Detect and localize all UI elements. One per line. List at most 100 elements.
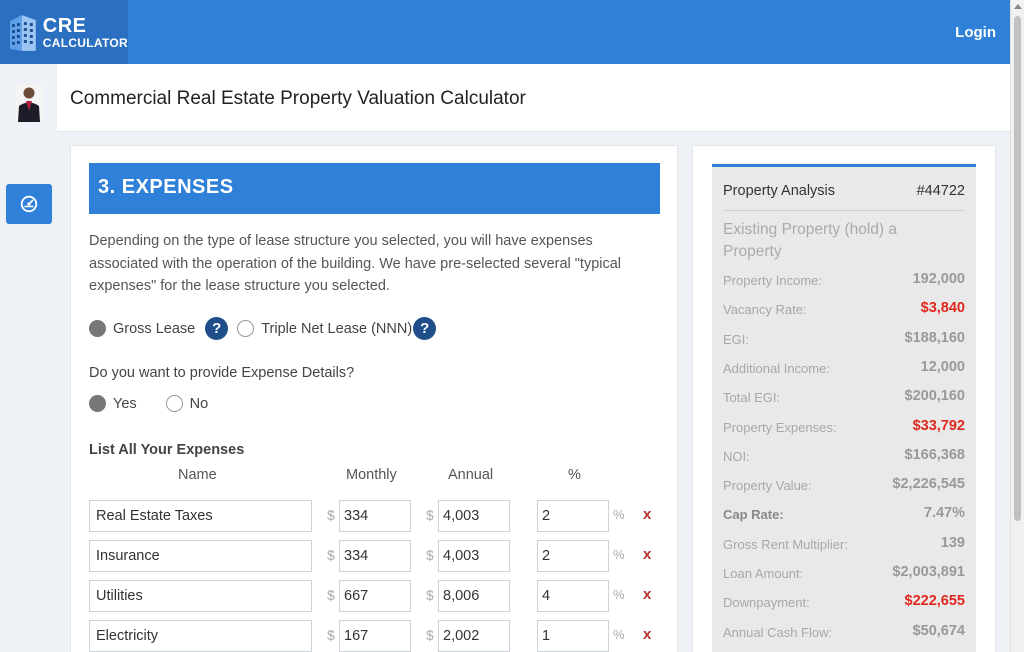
expense-name-input[interactable]: [89, 580, 312, 612]
lease-type-group: Gross Lease ? Triple Net Lease (NNN) ?: [89, 317, 437, 340]
top-navbar: CRE CALCULATOR Login: [0, 0, 1010, 64]
analysis-subtitle: Existing Property (hold) a Property: [723, 221, 898, 260]
dashboard-button[interactable]: [6, 184, 52, 224]
expense-row: $ $% x: [89, 540, 669, 572]
analysis-label: Annual Cash Flow:: [723, 624, 833, 640]
column-header-percent: %: [568, 467, 581, 483]
analysis-label: EGI:: [723, 331, 750, 347]
analysis-row: Annual Cash Flow: $50,674: [723, 623, 965, 643]
expense-annual-input[interactable]: [438, 540, 510, 572]
expense-monthly-input[interactable]: [339, 580, 411, 612]
expenses-card: 3. EXPENSES Depending on the type of lea…: [70, 145, 678, 652]
analysis-label: Vacancy Rate:: [723, 302, 807, 318]
analysis-row: NOI: $166,368: [723, 447, 965, 467]
expense-annual-input[interactable]: [438, 580, 510, 612]
analysis-label: Additional Income:: [723, 360, 830, 376]
section-title: 3. EXPENSES: [89, 163, 660, 214]
expense-row: $ $% x: [89, 580, 669, 612]
expense-percent-input[interactable]: [537, 580, 609, 612]
analysis-label: Property Expenses:: [723, 419, 837, 435]
building-icon: [9, 15, 36, 51]
gross-lease-help-icon[interactable]: ?: [205, 317, 229, 340]
details-yes-radio[interactable]: [89, 395, 106, 412]
expense-monthly-input[interactable]: [339, 620, 411, 652]
column-header-monthly: Monthly: [346, 467, 397, 483]
delete-expense-icon[interactable]: x: [643, 586, 652, 603]
analysis-row: Property Value: $2,226,545: [723, 476, 965, 496]
analysis-row: Additional Income: 12,000: [723, 359, 965, 379]
details-no-radio[interactable]: [165, 395, 183, 412]
column-header-annual: Annual: [448, 467, 494, 483]
brand-line-2: CALCULATOR: [42, 35, 128, 50]
currency-symbol: $: [426, 507, 434, 523]
avatar[interactable]: [15, 84, 43, 122]
analysis-value: $33,792: [912, 417, 965, 434]
expense-annual-input[interactable]: [438, 620, 510, 652]
analysis-value: 139: [940, 534, 965, 551]
analysis-value: $2,003,891: [892, 564, 965, 580]
percent-sign: %: [613, 627, 625, 642]
scroll-thumb[interactable]: [1014, 16, 1021, 521]
expense-percent-input[interactable]: [537, 540, 609, 572]
expenses-list-title: List All Your Expenses: [89, 442, 245, 458]
expense-name-input[interactable]: [89, 620, 312, 652]
expense-row: $ $% x: [89, 500, 669, 532]
analysis-row: Cap Rate: 7.47%: [723, 505, 965, 525]
brand-line-1: CRE: [42, 14, 87, 37]
analysis-value: $200,160: [904, 388, 965, 405]
analysis-label: Cap Rate:: [723, 507, 784, 523]
nnn-lease-help-icon[interactable]: ?: [413, 317, 437, 340]
analysis-row: Property Expenses: $33,792: [723, 418, 965, 438]
analysis-value: 7.47%: [923, 505, 965, 522]
expense-percent-input[interactable]: [537, 620, 609, 652]
delete-expense-icon[interactable]: x: [643, 546, 652, 563]
details-yes-label: Yes: [113, 395, 137, 412]
section-description: Depending on the type of lease structure…: [89, 233, 622, 294]
expense-row: $ $% x: [89, 620, 669, 652]
page-scrollbar[interactable]: [1010, 0, 1024, 652]
analysis-value: $188,160: [904, 329, 965, 346]
left-sidebar: [0, 64, 57, 652]
analysis-value: 12,000: [920, 358, 965, 375]
brand-logo[interactable]: CRE CALCULATOR: [0, 0, 128, 64]
analysis-value: $2,226,545: [892, 476, 965, 493]
delete-expense-icon[interactable]: x: [643, 626, 652, 643]
page-header: Commercial Real Estate Property Valuatio…: [57, 64, 1010, 132]
analysis-row: Vacancy Rate: $3,840: [723, 300, 965, 320]
expense-monthly-input[interactable]: [339, 500, 411, 532]
currency-symbol: $: [426, 627, 434, 643]
scroll-up-arrow-icon[interactable]: [1014, 4, 1022, 9]
login-link[interactable]: Login: [955, 24, 996, 41]
currency-symbol: $: [327, 627, 335, 643]
analysis-value: $3,840: [920, 300, 965, 317]
details-no-label: No: [189, 395, 209, 412]
analysis-value: $50,674: [912, 622, 965, 639]
expense-name-input[interactable]: [89, 500, 312, 532]
property-analysis-panel: Property Analysis #44722 Existing Proper…: [712, 164, 976, 652]
expense-name-input[interactable]: [89, 540, 312, 572]
nnn-lease-label: Triple Net Lease (NNN): [261, 320, 413, 337]
analysis-value: 192,000: [912, 271, 965, 287]
expense-details-question: Do you want to provide Expense Details?: [89, 365, 355, 381]
analysis-label: Property Income:: [723, 273, 822, 288]
currency-symbol: $: [327, 587, 335, 603]
dashboard-gauge-icon: [20, 195, 38, 213]
analysis-value: $222,655: [904, 593, 965, 610]
analysis-id: #44722: [916, 183, 965, 199]
currency-symbol: $: [426, 587, 434, 603]
currency-symbol: $: [327, 547, 335, 563]
analysis-row: Property Income: 192,000: [723, 271, 965, 291]
percent-sign: %: [613, 507, 625, 522]
expense-annual-input[interactable]: [438, 500, 510, 532]
analysis-card: Property Analysis #44722 Existing Proper…: [692, 145, 996, 652]
expense-percent-input[interactable]: [537, 500, 609, 532]
gross-lease-radio[interactable]: [89, 320, 106, 337]
gross-lease-label: Gross Lease: [113, 320, 196, 337]
delete-expense-icon[interactable]: x: [643, 506, 652, 523]
expense-monthly-input[interactable]: [339, 540, 411, 572]
analysis-value: $166,368: [904, 446, 965, 463]
analysis-label: Property Value:: [723, 478, 812, 494]
analysis-label: Total EGI:: [723, 390, 781, 406]
analysis-label: NOI:: [723, 448, 750, 464]
nnn-lease-radio[interactable]: [237, 320, 255, 337]
